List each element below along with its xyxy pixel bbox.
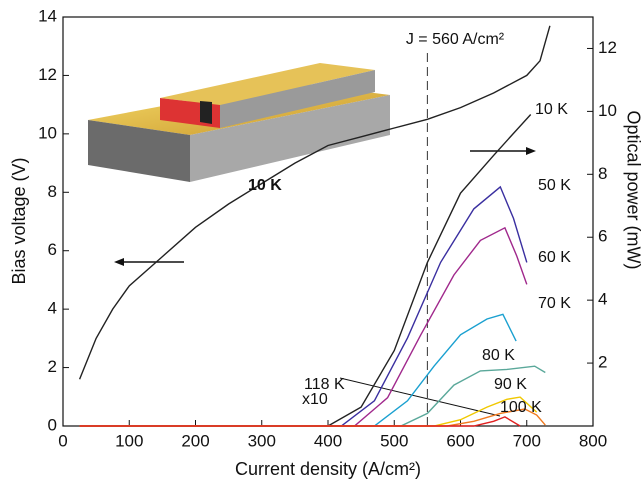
y2-tick-label: 4 (598, 290, 607, 309)
series-label: 70 K (538, 295, 571, 312)
series-label: 118 K (304, 376, 345, 393)
y-tick-label: 14 (38, 6, 57, 25)
y-tick-label: 6 (48, 240, 57, 259)
y2-tick-label: 6 (598, 227, 607, 246)
y2-tick-label: 12 (598, 38, 617, 57)
x-tick-label: 300 (248, 431, 276, 450)
x-tick-label: 100 (115, 431, 143, 450)
y2-axis-label: Optical power (mW) (623, 110, 642, 269)
left-arrowhead (114, 258, 124, 266)
y-tick-label: 12 (38, 65, 57, 84)
y-tick-label: 10 (38, 123, 57, 142)
right-arrowhead (526, 147, 536, 155)
x-tick-label: 600 (446, 431, 474, 450)
series-line (80, 314, 516, 426)
series-line (80, 409, 546, 426)
y2-tick-label: 8 (598, 164, 607, 183)
y-tick-label: 8 (48, 182, 57, 201)
y2-tick-label: 2 (598, 353, 607, 372)
series-label: 60 K (538, 249, 571, 266)
series-label: 10 K (535, 101, 568, 118)
x-tick-label: 500 (380, 431, 408, 450)
chart: Current density (A/cm²) Bias voltage (V)… (0, 0, 642, 485)
series-label: 80 K (482, 347, 515, 364)
y2-tick-label: 10 (598, 101, 617, 120)
y-tick-label: 4 (48, 299, 57, 318)
x-axis-label: Current density (A/cm²) (235, 459, 421, 479)
reference-label: J = 560 A/cm² (406, 31, 505, 48)
x-tick-label: 400 (314, 431, 342, 450)
series-label: 100 K (500, 399, 542, 416)
series-label: 90 K (494, 376, 527, 393)
device-inset (88, 63, 390, 182)
y-tick-label: 2 (48, 357, 57, 376)
series-label: 50 K (538, 177, 571, 194)
x-tick-label: 800 (579, 431, 607, 450)
y-tick-label: 0 (48, 415, 57, 434)
x-tick-label: 0 (58, 431, 67, 450)
x-tick-label: 700 (513, 431, 541, 450)
x-tick-label: 200 (181, 431, 209, 450)
y-axis-label: Bias voltage (V) (9, 157, 29, 284)
series-label: 10 K (248, 177, 282, 194)
annotation: x10 (302, 391, 328, 408)
